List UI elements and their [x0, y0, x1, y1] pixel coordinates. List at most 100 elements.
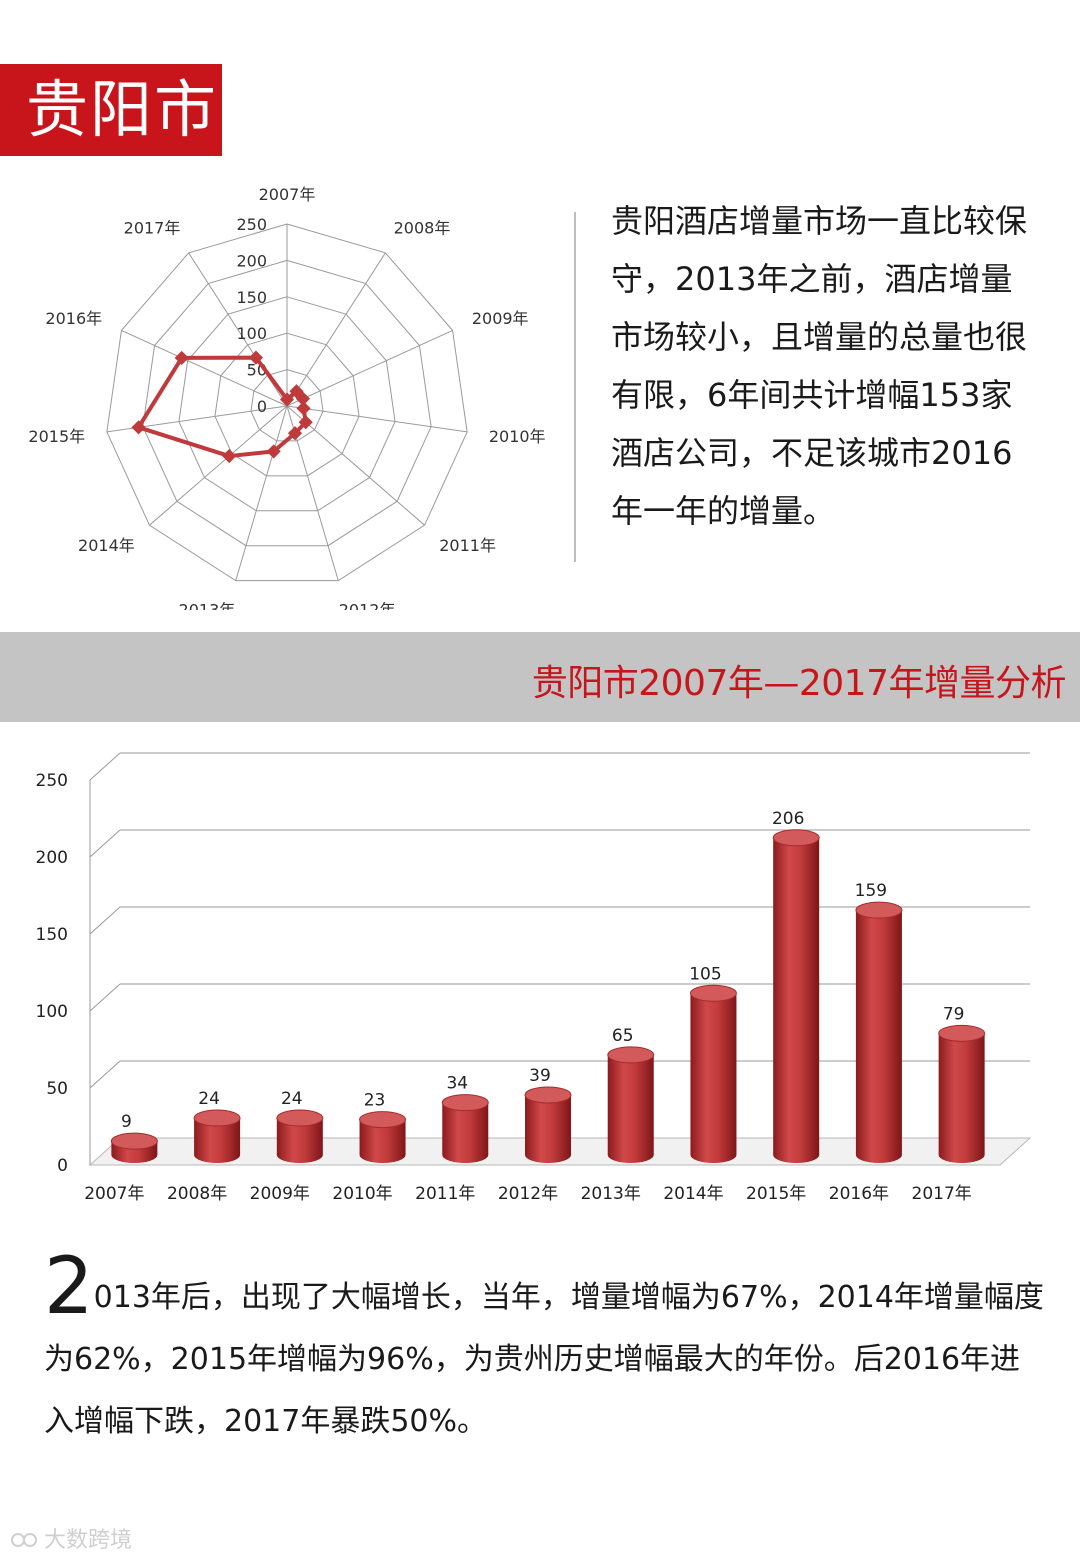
bar-body	[938, 1033, 985, 1163]
section-title: 贵阳市2007年—2017年增量分析	[531, 663, 1067, 704]
radar-point	[298, 415, 313, 430]
bar-top	[524, 1086, 572, 1104]
radar-grid-ring	[214, 332, 360, 477]
radar-category-label: 2014年	[78, 536, 135, 555]
bar	[772, 829, 820, 1163]
radar-point	[295, 391, 310, 406]
y-tick-label: 50	[46, 1079, 68, 1099]
bar-top	[359, 1111, 407, 1129]
bar	[193, 1109, 241, 1163]
y-tick-label: 150	[36, 925, 68, 945]
x-tick-label: 2013年	[581, 1184, 641, 1204]
radar-spoke	[286, 405, 425, 526]
radar-point	[248, 350, 263, 365]
radar-point	[287, 426, 303, 441]
radar-category-label: 2010年	[489, 427, 546, 446]
bar-body	[773, 837, 820, 1163]
bar-body	[442, 1102, 489, 1163]
watermark: 大数跨境	[10, 1522, 132, 1554]
bar-top	[441, 1094, 489, 1112]
radar-tick-label: 100	[236, 324, 267, 343]
y-tick-label: 100	[36, 1002, 68, 1022]
bar-top	[855, 901, 903, 919]
data-label: 65	[612, 1026, 634, 1046]
radar-category-label: 2013年	[179, 600, 236, 610]
radar-category-label: 2017年	[124, 219, 181, 238]
divider	[574, 212, 576, 562]
radar-point	[222, 448, 237, 464]
bar	[524, 1086, 572, 1163]
radar-point	[279, 392, 295, 407]
bar-top	[193, 1109, 241, 1127]
bar-top	[772, 829, 820, 847]
radar-spoke	[121, 329, 288, 407]
y-tick-label: 0	[57, 1156, 68, 1176]
x-tick-label: 2007年	[84, 1184, 144, 1204]
gridline-diagonal	[89, 983, 121, 1012]
bar	[689, 984, 737, 1163]
radar-category-label: 2008年	[394, 219, 451, 238]
radar-category-label: 2016年	[45, 309, 102, 328]
radar-tick-label: 250	[236, 215, 267, 234]
x-tick-label: 2016年	[829, 1184, 889, 1204]
gridline-diagonal	[89, 1060, 121, 1089]
data-label: 24	[281, 1089, 303, 1109]
radar-category-label: 2007年	[259, 185, 316, 204]
bar-body	[194, 1118, 241, 1163]
bar-top	[689, 984, 737, 1002]
gridline-diagonal	[89, 906, 121, 935]
intro-paragraph: 贵阳酒店增量市场一直比较保守，2013年之前，酒店增量市场较小，且增量的总量也很…	[611, 202, 1028, 530]
bar-top	[938, 1024, 986, 1042]
radar-spoke	[235, 405, 288, 581]
radar-category-label: 2012年	[339, 600, 396, 610]
data-label: 79	[943, 1004, 965, 1024]
logo-icon	[11, 1533, 37, 1547]
bar	[110, 1132, 158, 1163]
bar-body	[276, 1118, 323, 1163]
radar-tick-label: 200	[236, 251, 267, 270]
bar-top	[110, 1132, 158, 1150]
data-label: 105	[689, 964, 721, 984]
data-label: 23	[364, 1091, 386, 1111]
x-tick-label: 2010年	[332, 1184, 392, 1204]
bar-body	[525, 1094, 571, 1163]
x-tick-label: 2011年	[415, 1184, 475, 1204]
radar-tick-label: 150	[236, 288, 267, 307]
watermark-text: 大数跨境	[44, 1528, 133, 1553]
radar-spoke	[286, 405, 468, 433]
radar-category-label: 2011年	[439, 536, 496, 555]
y-tick-label: 200	[36, 848, 68, 868]
x-tick-label: 2008年	[167, 1184, 227, 1204]
bar-body	[359, 1119, 406, 1163]
city-title: 贵阳市	[0, 64, 222, 156]
radar-category-label: 2009年	[472, 309, 529, 328]
data-label: 159	[855, 881, 887, 901]
x-tick-label: 2014年	[663, 1184, 723, 1204]
bar	[607, 1046, 655, 1163]
data-label: 24	[198, 1089, 220, 1109]
bar-top	[276, 1109, 324, 1127]
drop-cap: 2	[44, 1242, 94, 1332]
bar-top	[607, 1046, 655, 1064]
data-label: 9	[121, 1112, 132, 1132]
analysis-text: 013年后，出现了大幅增长，当年，增量增幅为67%，2014年增量幅度为62%，…	[44, 1280, 1044, 1439]
x-tick-label: 2015年	[746, 1184, 806, 1204]
y-tick-label: 250	[36, 771, 68, 791]
radar-point	[174, 350, 189, 365]
bar	[938, 1024, 986, 1163]
bar	[276, 1109, 324, 1163]
gridline-diagonal	[89, 829, 121, 858]
bar	[855, 901, 903, 1163]
radar-point	[296, 401, 311, 416]
x-tick-label: 2017年	[912, 1184, 972, 1204]
section-header: 贵阳市2007年—2017年增量分析	[0, 632, 1080, 722]
radar-point	[266, 444, 281, 459]
radar-grid-ring	[142, 259, 432, 547]
radar-spoke	[149, 405, 288, 526]
data-label: 34	[446, 1074, 468, 1094]
gridline-diagonal	[89, 752, 121, 781]
analysis-paragraph: 2013年后，出现了大幅增长，当年，增量增幅为67%，2014年增量幅度为62%…	[44, 1248, 1044, 1453]
radar-point	[131, 420, 146, 435]
x-tick-label: 2009年	[250, 1184, 310, 1204]
bar-body	[607, 1054, 654, 1163]
